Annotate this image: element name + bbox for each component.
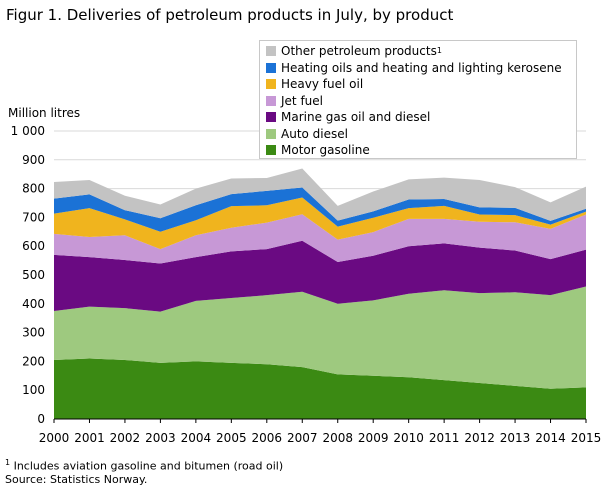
series-areas — [54, 168, 586, 419]
legend-item: Heavy fuel oil — [266, 76, 576, 93]
x-tick-label: 2006 — [252, 431, 283, 445]
legend-swatch — [266, 145, 276, 156]
x-tick-label: 2015 — [571, 431, 602, 445]
y-tick-label: 600 — [22, 239, 45, 253]
x-tick-label: 2011 — [429, 431, 460, 445]
legend-label: Motor gasoline — [281, 143, 370, 158]
legend-label: Other petroleum products — [281, 44, 437, 59]
legend-label: Heavy fuel oil — [281, 77, 364, 92]
y-tick-label: 1 000 — [11, 124, 45, 138]
x-tick-label: 2010 — [393, 431, 424, 445]
area-series-3 — [54, 214, 586, 264]
area-series-6 — [54, 168, 586, 221]
source-note: Source: Statistics Norway. — [5, 473, 148, 486]
x-tick-labels: 2000 2001 2002 2003 2004 2005 2006 2007 2008 2009… — [39, 431, 602, 445]
legend-label: Auto diesel — [281, 126, 348, 141]
legend-item: Jet fuel — [266, 93, 576, 110]
x-tick-label: 2013 — [500, 431, 531, 445]
footnote-marker: 1 — [5, 458, 11, 467]
footnote: 1 Includes aviation gasoline and bitumen… — [5, 458, 283, 473]
area-series-4 — [54, 197, 586, 250]
y-axis-label: Million litres — [8, 106, 81, 120]
y-tick-label: 700 — [22, 210, 45, 224]
axes — [53, 418, 587, 423]
y-tick-labels: 0 100 200 300 400 500 600 700 800 900 1 000 — [11, 124, 45, 426]
legend-item: Other petroleum products 1 — [266, 43, 576, 60]
legend-label: Heating oils and heating and lighting ke… — [281, 60, 562, 75]
legend-swatch — [266, 62, 276, 73]
legend-label: Jet fuel — [281, 93, 323, 108]
x-tick-label: 2001 — [74, 431, 105, 445]
x-tick-label: 2012 — [464, 431, 495, 445]
x-tick-label: 2002 — [110, 431, 141, 445]
x-tick-label: 2014 — [535, 431, 566, 445]
x-tick-label: 2008 — [322, 431, 353, 445]
legend-swatch — [266, 128, 276, 139]
legend-item: Auto diesel — [266, 126, 576, 143]
x-tick-label: 2009 — [358, 431, 389, 445]
area-series-2 — [54, 240, 586, 312]
legend-item: Motor gasoline — [266, 142, 576, 159]
legend-swatch — [266, 79, 276, 90]
legend-swatch — [266, 46, 276, 57]
y-tick-label: 300 — [22, 326, 45, 340]
x-tick-label: 2000 — [39, 431, 70, 445]
legend-item: Marine gas oil and diesel — [266, 109, 576, 126]
legend-item: Heating oils and heating and lighting ke… — [266, 60, 576, 77]
y-tick-label: 500 — [22, 268, 45, 282]
x-tick-label: 2007 — [287, 431, 318, 445]
legend-label: Marine gas oil and diesel — [281, 110, 431, 125]
y-tick-label: 900 — [22, 153, 45, 167]
area-series-0 — [54, 358, 586, 419]
footnote-text: Includes aviation gasoline and bitumen (… — [10, 459, 284, 473]
y-tick-label: 800 — [22, 182, 45, 196]
y-tick-label: 0 — [37, 412, 45, 426]
x-tick-label: 2003 — [145, 431, 176, 445]
chart-title: Figur 1. Deliveries of petroleum product… — [6, 6, 454, 24]
y-tick-label: 100 — [22, 383, 45, 397]
y-tick-label: 200 — [22, 354, 45, 368]
area-series-1 — [54, 286, 586, 389]
x-tick-label: 2004 — [181, 431, 212, 445]
area-series-5 — [54, 187, 586, 232]
legend: Other petroleum products 1 Heating oils an… — [259, 40, 577, 159]
legend-swatch — [266, 95, 276, 106]
legend-swatch — [266, 112, 276, 123]
y-tick-label: 400 — [22, 297, 45, 311]
x-tick-label: 2005 — [216, 431, 247, 445]
